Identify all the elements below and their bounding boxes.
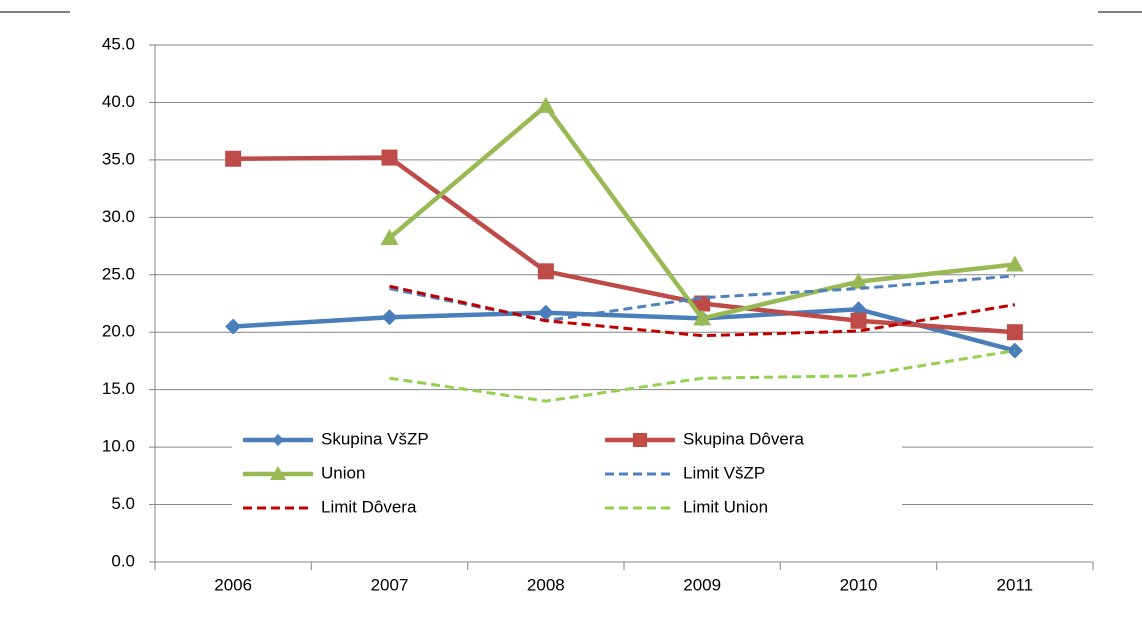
y-tick-label: 20.0 [102, 322, 135, 341]
legend-label: Skupina VšZP [321, 429, 429, 448]
legend-label: Skupina Dôvera [683, 429, 805, 448]
marker [225, 318, 242, 335]
legend-marker [272, 434, 284, 446]
y-tick-label: 45.0 [102, 34, 135, 53]
legend-label: Limit VšZP [683, 463, 765, 482]
series-line [389, 284, 1016, 338]
legend-label: Limit Union [683, 497, 768, 516]
marker [381, 149, 398, 166]
marker [1006, 324, 1023, 341]
legend-box [232, 425, 902, 525]
marker [693, 309, 712, 326]
y-tick-label: 40.0 [102, 92, 135, 111]
y-tick-label: 30.0 [102, 207, 135, 226]
marker [849, 272, 868, 289]
series-line [233, 155, 1015, 335]
x-tick-label: 2008 [527, 575, 565, 594]
x-tick-label: 2011 [997, 575, 1034, 594]
marker [380, 229, 399, 246]
y-tick-label: 35.0 [102, 149, 135, 168]
x-tick-label: 2010 [840, 575, 878, 594]
y-tick-label: 10.0 [102, 437, 135, 456]
y-tick-label: 25.0 [102, 264, 135, 283]
legend-label: Limit Dôvera [321, 497, 417, 516]
marker [850, 312, 867, 329]
series-line [389, 349, 1016, 403]
marker [225, 150, 242, 167]
y-tick-label: 15.0 [102, 379, 135, 398]
series-line [388, 103, 1016, 321]
x-tick-label: 2007 [371, 575, 409, 594]
legend-marker [270, 466, 286, 480]
marker [536, 96, 555, 113]
legend-label: Union [321, 463, 365, 482]
marker [381, 309, 398, 326]
marker [537, 263, 554, 280]
x-tick-label: 2006 [214, 575, 252, 594]
legend-marker [633, 433, 647, 447]
marker [1005, 255, 1024, 272]
y-tick-label: 0.0 [111, 551, 135, 570]
series-line [233, 306, 1016, 353]
x-tick-label: 2009 [683, 575, 721, 594]
marker [537, 304, 554, 321]
y-tick-label: 5.0 [111, 494, 135, 513]
